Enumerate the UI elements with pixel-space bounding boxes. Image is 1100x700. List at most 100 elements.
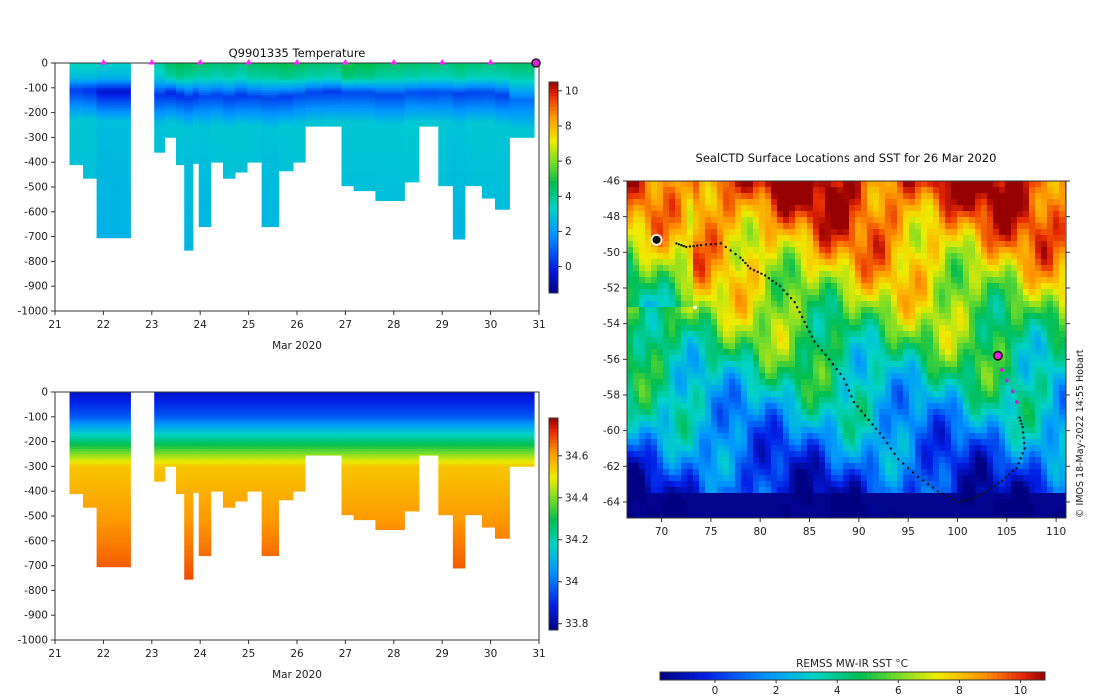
salinity-colorbar-segment	[549, 615, 558, 620]
track-point	[724, 245, 727, 249]
track-point	[729, 249, 732, 252]
sst-colorbar-segment	[660, 672, 666, 680]
surface-marker	[438, 59, 446, 65]
colony-marker	[652, 235, 661, 244]
salinity-colorbar-segment	[549, 569, 558, 574]
temperature-colorbar-segment	[549, 240, 558, 245]
track-point	[921, 479, 925, 482]
map-frame	[626, 180, 1067, 519]
track-point	[696, 244, 699, 247]
temperature-colorbar-frame	[548, 81, 559, 294]
temperature-colorbar-segment	[549, 271, 558, 276]
sst-field	[627, 181, 1066, 518]
track-point	[911, 471, 915, 474]
track-point	[789, 297, 793, 300]
salinity-colorbar-segment	[549, 442, 558, 447]
temperature-colorbar-segment	[549, 159, 558, 164]
temperature-colorbar: 0 2 4 6 8 10	[548, 81, 578, 294]
temperature-profile	[184, 63, 194, 251]
temperature-x-tick-label: 29	[436, 319, 449, 331]
salinity-colorbar-segment	[549, 478, 558, 483]
salinity-profile	[278, 392, 294, 501]
track-point	[1000, 479, 1004, 482]
sst-colorbar-segment	[910, 672, 916, 680]
salinity-colorbar-segment	[549, 456, 558, 461]
map-latitude-axis: -46 -48 -50 -52 -54 -56 -58 -60 -62 -64	[603, 176, 1070, 508]
track-point	[886, 441, 889, 445]
sst-colorbar-segment	[833, 672, 839, 680]
sst-colorbar-segment	[900, 672, 906, 680]
temperature-x-axis: 21 22 23 24 25 26 27 28 29 30 31	[48, 311, 546, 331]
salinity-profile	[481, 392, 496, 528]
temperature-y-tick-label: -300	[24, 132, 48, 144]
track-point	[916, 475, 920, 479]
sst-colorbar-segment	[814, 672, 820, 680]
temperature-colorbar-segment	[549, 289, 558, 294]
temperature-colorbar-segment	[549, 236, 558, 241]
salinity-x-tick-label: 22	[97, 648, 110, 660]
temperature-colorbar-segment	[549, 282, 558, 287]
track-point	[856, 405, 859, 408]
track-point	[682, 244, 685, 248]
salinity-colorbar-segment	[549, 619, 558, 624]
salinity-colorbar-segment	[549, 520, 558, 525]
track-point	[993, 484, 996, 488]
sst-colorbar-segment	[698, 672, 704, 680]
salinity-profile	[96, 392, 131, 568]
salinity-profile	[418, 392, 439, 456]
salinity-x-tick-label: 29	[436, 648, 449, 660]
sst-colorbar-segment	[929, 672, 935, 680]
track-point	[828, 358, 831, 361]
temperature-colorbar-segment	[549, 285, 558, 290]
temperature-colorbar-segment	[549, 191, 558, 196]
track-point	[816, 344, 820, 348]
map-x-tick-label: 105	[997, 526, 1017, 538]
track-point	[842, 377, 846, 381]
map-x-tick-label: 90	[852, 526, 865, 538]
salinity-profile	[293, 392, 306, 492]
track-point	[786, 293, 789, 296]
track-point	[763, 274, 767, 277]
track-point	[863, 414, 867, 417]
temperature-profile	[261, 63, 280, 228]
temperature-colorbar-segment	[549, 198, 558, 203]
temperature-x-label: Mar 2020	[272, 340, 322, 352]
salinity-profile	[438, 392, 454, 516]
salinity-y-tick-label: -400	[24, 486, 48, 498]
sst-colorbar-segment	[688, 672, 695, 680]
sst-colorbar-segment	[919, 672, 926, 680]
map-x-tick-label: 85	[803, 526, 816, 538]
temperature-y-tick-label: -100	[24, 82, 48, 94]
salinity-y-tick-label: -1000	[17, 635, 48, 647]
temperature-colorbar-label: 0	[565, 261, 572, 273]
track-point	[677, 243, 680, 246]
sst-colorbar-segment	[895, 672, 902, 680]
temperature-profile	[164, 63, 177, 138]
sst-colorbar-segment	[775, 672, 781, 680]
track-point	[1020, 422, 1023, 426]
salinity-colorbar-segment	[549, 552, 558, 557]
sst-colorbar-segment	[934, 672, 940, 680]
sst-colorbar-segment	[996, 672, 1003, 680]
track-point	[860, 409, 863, 413]
salinity-profile	[154, 392, 166, 482]
temperature-x-tick-label: 31	[532, 319, 545, 331]
sst-colorbar-segment	[679, 672, 685, 680]
salinity-colorbar-segment	[549, 463, 558, 468]
sst-colorbar-segment	[905, 672, 911, 680]
temperature-colorbar-segment	[549, 124, 558, 129]
track-point	[734, 252, 737, 256]
track-point	[902, 462, 905, 465]
recent-track-point	[1014, 400, 1019, 404]
track-point	[847, 389, 851, 392]
track-point	[956, 500, 959, 504]
temperature-profile	[198, 63, 212, 228]
salinity-colorbar-segment	[549, 587, 558, 592]
salinity-x-label: Mar 2020	[272, 669, 322, 681]
temperature-profile	[154, 63, 166, 153]
track-point	[824, 353, 827, 356]
temperature-x-tick-label: 28	[387, 319, 400, 331]
map-y-tick-label: -56	[603, 354, 620, 366]
salinity-colorbar-segment	[549, 516, 558, 521]
map-y-tick-label: -50	[603, 247, 620, 259]
